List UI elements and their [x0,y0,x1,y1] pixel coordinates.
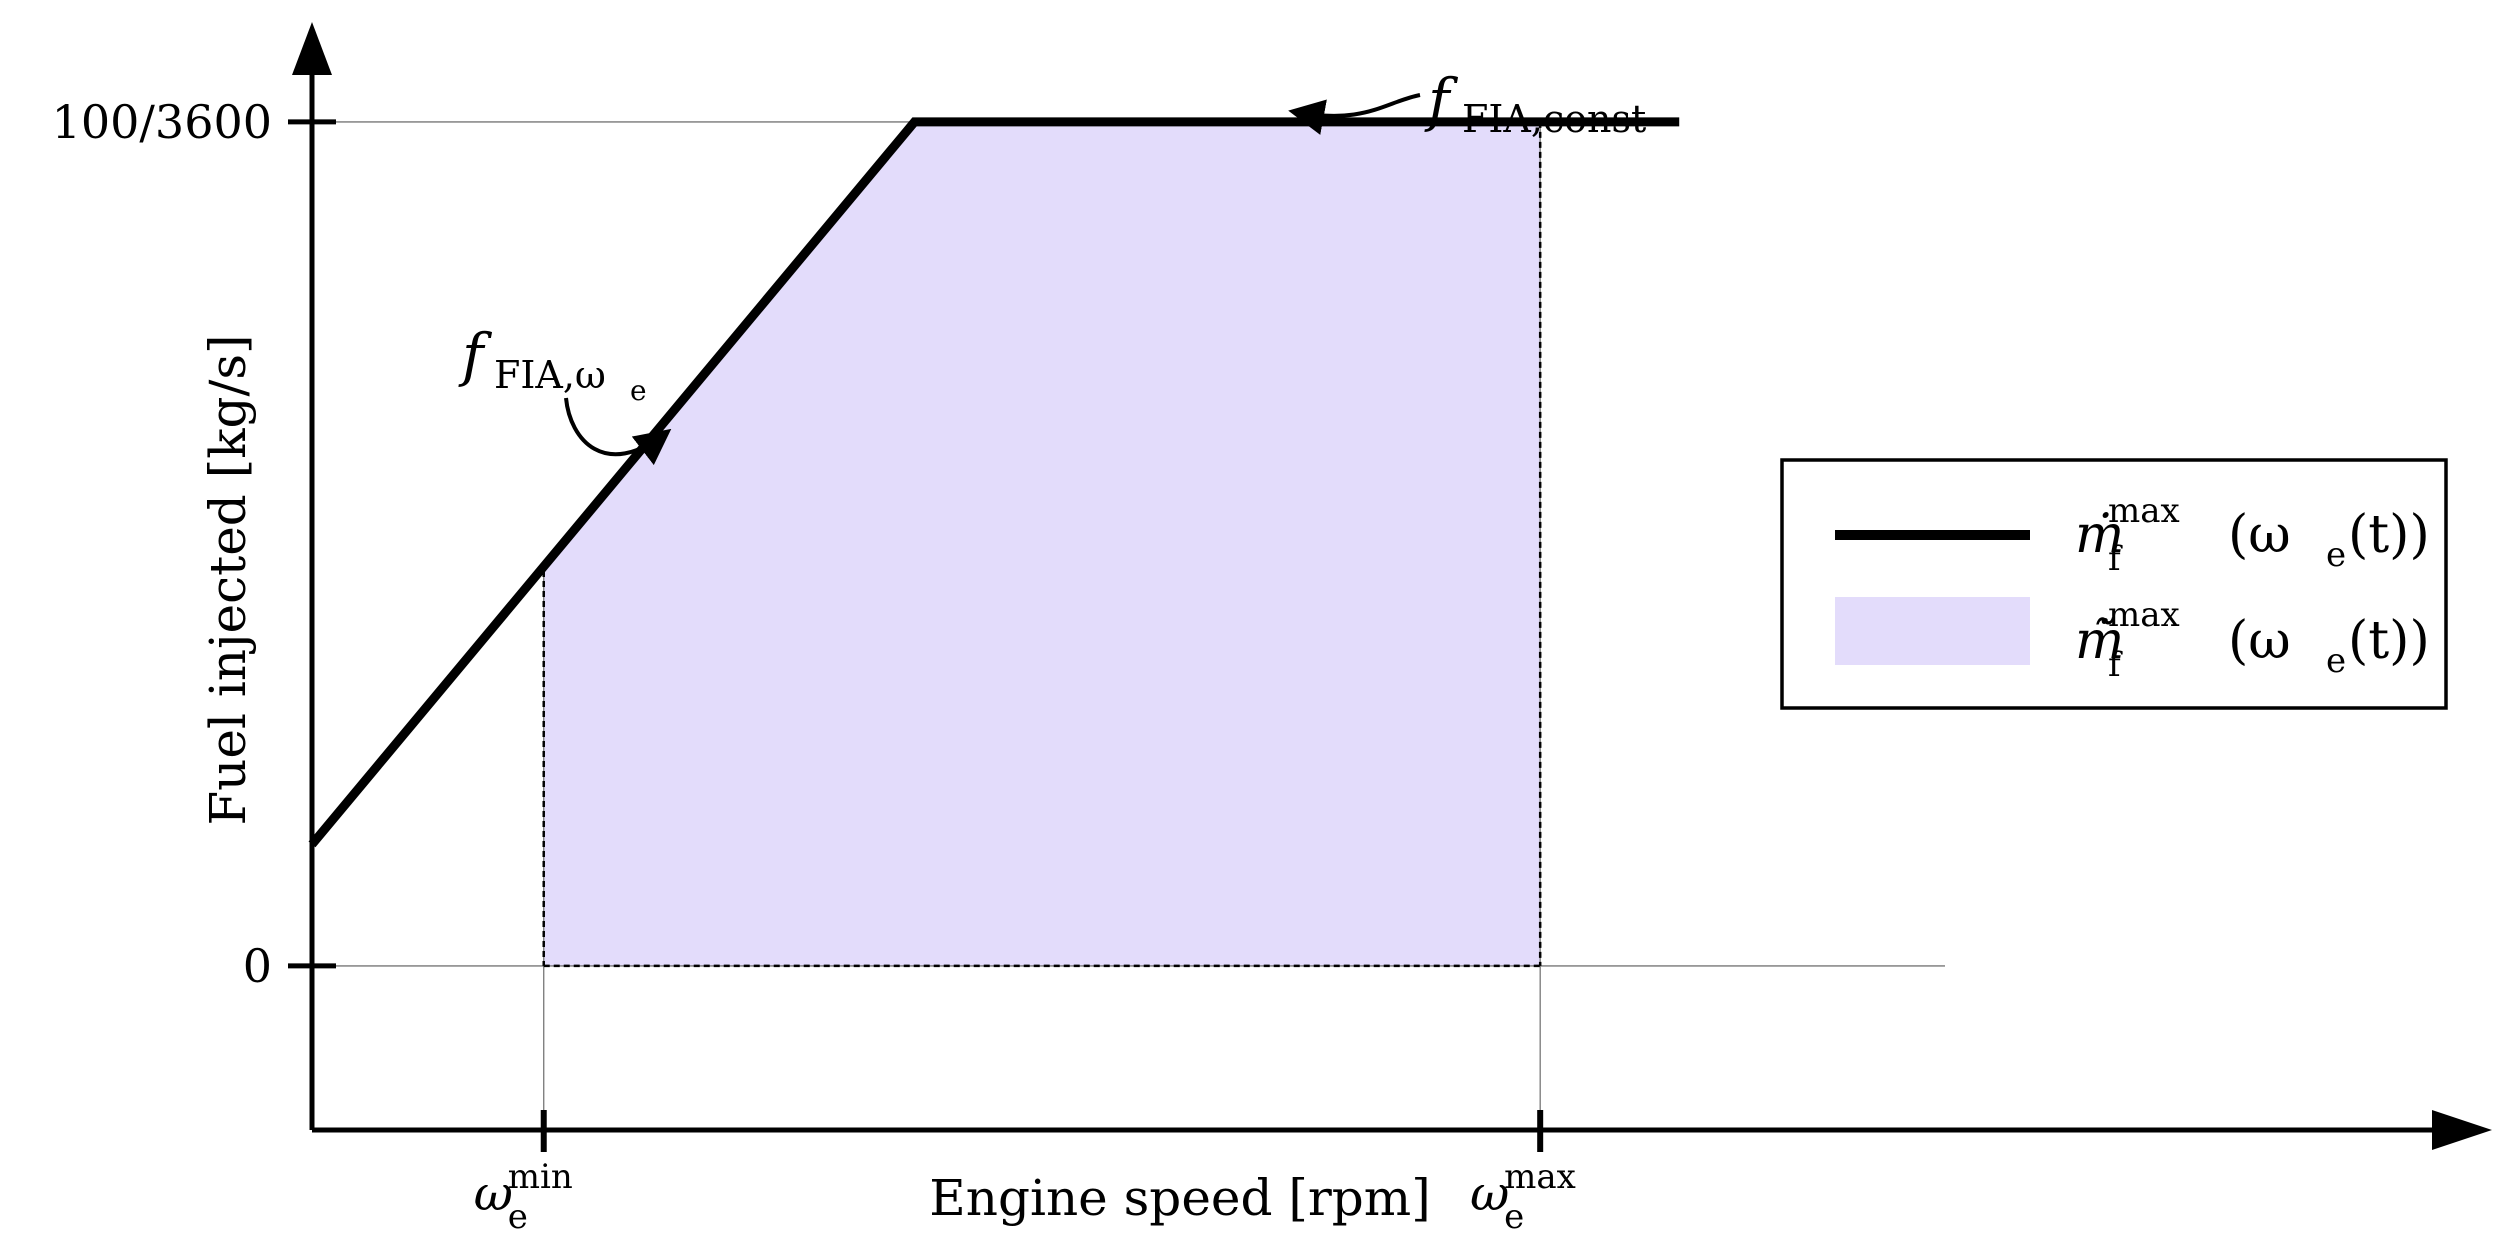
annotation-arrow-icon [1288,93,1421,135]
legend-label-sub: f [2108,645,2123,685]
legend-label-main: ṁ [2075,505,2124,565]
feasible-region-area [543,121,1541,966]
legend-label-sup: max [2108,595,2180,635]
x-tick-label-omega-max: ω e max [1470,1157,1576,1237]
legend-area-swatch [1835,597,2030,665]
x-axis-arrow-icon [2432,1110,2492,1150]
legend-label-rest: (ω [2228,611,2291,671]
annotation-subscript: FIA,const [1462,97,1646,141]
legend: ṁ f max (ω e (t)) m̃̇ f max (ω e (t)) [1780,458,2448,710]
legend-label-rest: (ω [2228,505,2291,565]
x-tick-label-superscript: max [1504,1157,1576,1197]
legend-label-rest-sub: e [2326,641,2346,681]
legend-label-main: m̃̇ [2075,611,2124,671]
legend-label-sup: max [2108,491,2180,531]
legend-label-sub: f [2108,539,2123,579]
legend-item-max-fuel: ṁ f max (ω e (t)) [1835,491,2430,579]
annotation-sub-subscript: e [630,374,647,407]
x-tick-label-subscript: e [1504,1197,1524,1237]
legend-box [1780,458,2448,710]
x-tick-label-subscript: e [508,1197,528,1237]
legend-item-feasible-fuel: m̃̇ f max (ω e (t)) [1835,595,2430,685]
y-axis-arrow-icon [292,22,332,75]
max-fuel-series-line [308,117,1680,848]
x-tick-label-superscript: min [508,1157,573,1197]
x-tick-label-omega-min: ω e min [474,1157,573,1237]
annotation-fia-omega: f FIA,ω e [458,321,672,466]
y-axis-title: Fuel injected [kg/s] [199,334,257,825]
x-tick-label-symbol: ω [1470,1166,1509,1222]
annotation-symbol: f [458,321,493,389]
y-tick-label-max: 100/3600 [52,95,272,149]
x-tick-label-symbol: ω [474,1166,513,1222]
legend-label-rest-end: (t)) [2348,505,2430,565]
y-tick-label-0: 0 [243,939,272,993]
legend-label-rest-sub: e [2326,535,2346,575]
x-axis-title: Engine speed [rpm] [929,1169,1430,1227]
annotation-subscript: FIA,ω [494,353,606,397]
annotation-arrow-icon [564,397,672,466]
legend-label-rest-end: (t)) [2348,611,2430,671]
